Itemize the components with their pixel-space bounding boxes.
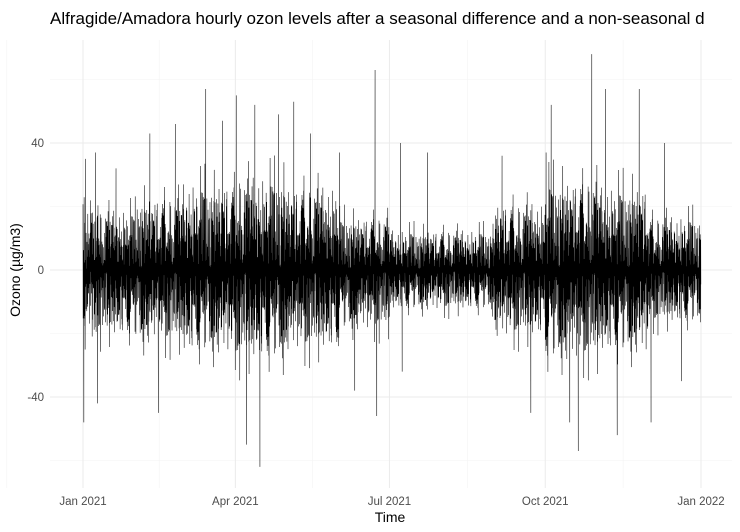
- y-tick-label: 40: [31, 138, 44, 150]
- y-tick-label: 0: [38, 265, 44, 277]
- x-tick-label: Jan 2021: [59, 496, 106, 508]
- x-axis-ticks: Jan 2021 Apr 2021 Jul 2021 Oct 2021 Jan 2022: [59, 496, 724, 508]
- y-axis-title: Ozono (µg/m3): [7, 223, 23, 317]
- y-tick-label: -40: [27, 392, 44, 404]
- x-tick-label: Apr 2021: [212, 496, 259, 508]
- series-layer: [82, 54, 702, 467]
- x-axis-title: Time: [375, 509, 406, 525]
- x-tick-label: Jan 2022: [677, 496, 724, 508]
- x-tick-label: Oct 2021: [522, 496, 569, 508]
- ozone-series-line: [82, 54, 702, 467]
- y-axis-ticks: -40 0 40: [27, 138, 44, 404]
- chart-title: Alfragide/Amadora hourly ozon levels aft…: [50, 9, 705, 28]
- x-tick-label: Jul 2021: [368, 496, 411, 508]
